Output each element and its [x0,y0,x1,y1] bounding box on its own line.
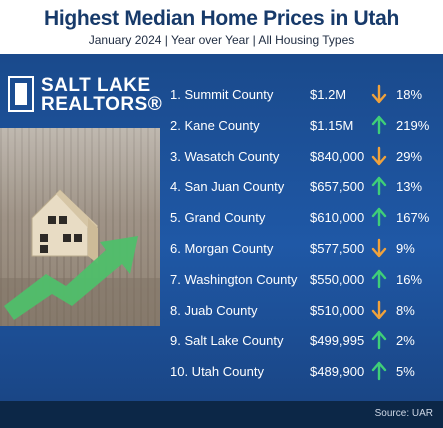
arrow-up-icon [371,207,387,227]
source-label: Source: UAR [374,408,433,419]
arrow-down-icon [371,300,387,320]
median-price: $1.15M [310,118,354,133]
county-label: 9. Salt Lake County [170,333,284,348]
median-price: $550,000 [310,272,365,287]
median-price: $577,500 [310,241,365,256]
median-price: $1.2M [310,87,347,102]
logo-line-2: REALTORS® [41,94,163,115]
percent-change: 167% [396,210,430,225]
page-title: Highest Median Home Prices in Utah [43,7,400,30]
list-item: 2. Kane County $1.15M 219% [170,114,440,138]
arrow-up-icon [371,330,387,350]
list-item: 1. Summit County $1.2M 18% [170,83,440,107]
median-price: $489,900 [310,364,365,379]
county-label: 3. Wasatch County [170,149,280,164]
realtor-r-icon [8,76,34,112]
county-label: 5. Grand County [170,210,266,225]
percent-change: 13% [396,179,423,194]
arrow-up-icon [371,269,387,289]
page-subtitle: January 2024 | Year over Year | All Hous… [88,33,355,47]
percent-change: 29% [396,149,423,164]
median-price: $510,000 [310,303,365,318]
arrow-down-icon [371,84,387,104]
salt-lake-realtors-logo: SALT LAKE REALTORS® [8,71,162,117]
county-label: 7. Washington County [170,272,298,287]
arrow-up-icon [371,115,387,135]
arrow-down-icon [371,238,387,258]
median-price: $657,500 [310,179,365,194]
percent-change: 16% [396,272,423,287]
house-growth-illustration [0,189,160,326]
percent-change: 9% [396,241,415,256]
logo-line-1: SALT LAKE [41,75,151,96]
percent-change: 8% [396,303,415,318]
list-item: 9. Salt Lake County $499,995 2% [170,329,440,353]
county-label: 6. Morgan County [170,241,274,256]
arrow-up-icon [371,176,387,196]
percent-change: 2% [396,333,415,348]
list-item: 7. Washington County $550,000 16% [170,268,440,292]
header: Highest Median Home Prices in Utah Janua… [0,0,443,54]
county-label: 2. Kane County [170,118,260,133]
county-label: 4. San Juan County [170,179,285,194]
list-item: 5. Grand County $610,000 167% [170,206,440,230]
arrow-down-icon [371,146,387,166]
percent-change: 5% [396,364,415,379]
median-price: $610,000 [310,210,365,225]
list-item: 3. Wasatch County $840,000 29% [170,145,440,169]
county-label: 1. Summit County [170,87,274,102]
list-item: 8. Juab County $510,000 8% [170,299,440,323]
list-item: 4. San Juan County $657,500 13% [170,175,440,199]
footer: Source: UAR [0,401,443,428]
median-price: $499,995 [310,333,365,348]
list-item: 10. Utah County $489,900 5% [170,360,440,384]
percent-change: 18% [396,87,423,102]
median-price: $840,000 [310,149,365,164]
percent-change: 219% [396,118,430,133]
house-photo [0,128,160,326]
county-label: 10. Utah County [170,364,264,379]
arrow-up-icon [371,361,387,381]
county-label: 8. Juab County [170,303,258,318]
list-item: 6. Morgan County $577,500 9% [170,237,440,261]
